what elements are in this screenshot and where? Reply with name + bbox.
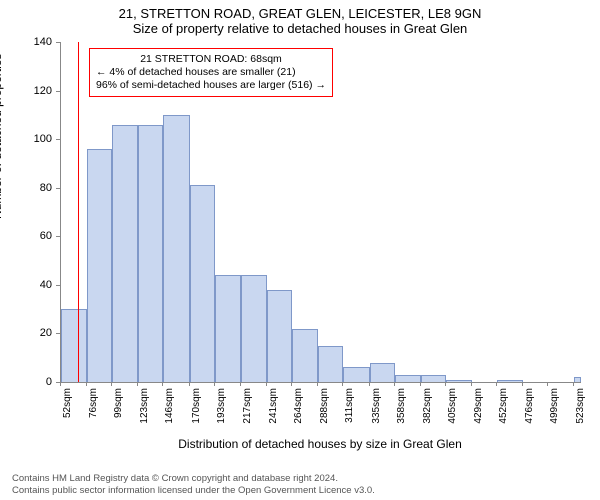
x-tick-label: 358sqm (396, 388, 407, 428)
x-tick-mark (394, 382, 395, 386)
y-axis-ticks: 020406080100120140 (0, 42, 60, 382)
footer-line-2: Contains public sector information licen… (12, 485, 588, 496)
histogram-bar (61, 309, 87, 382)
histogram-bar (292, 329, 318, 382)
x-tick-label: 499sqm (549, 388, 560, 428)
x-tick-label: 193sqm (216, 388, 227, 428)
histogram-bar (574, 377, 581, 382)
x-tick-mark (240, 382, 241, 386)
y-tick-label: 140 (2, 36, 52, 48)
plot-area: 21 STRETTON ROAD: 68sqm← 4% of detached … (60, 42, 581, 383)
x-tick-mark (573, 382, 574, 386)
x-axis-label: Distribution of detached houses by size … (60, 437, 580, 451)
x-tick-label: 405sqm (447, 388, 458, 428)
x-tick-mark (369, 382, 370, 386)
x-tick-mark (266, 382, 267, 386)
x-tick-mark (189, 382, 190, 386)
info-box-line: 21 STRETTON ROAD: 68sqm (96, 53, 326, 66)
x-tick-mark (342, 382, 343, 386)
reference-line (78, 42, 79, 382)
histogram-bar (163, 115, 189, 382)
x-tick-mark (60, 382, 61, 386)
x-tick-label: 146sqm (164, 388, 175, 428)
histogram-bar (421, 375, 446, 382)
footer-line-1: Contains HM Land Registry data © Crown c… (12, 473, 588, 484)
histogram-bar (267, 290, 292, 382)
y-tick-label: 80 (2, 182, 52, 194)
x-tick-mark (420, 382, 421, 386)
x-tick-mark (291, 382, 292, 386)
x-tick-label: 99sqm (113, 388, 124, 428)
x-tick-mark (111, 382, 112, 386)
y-tick-label: 120 (2, 85, 52, 97)
x-tick-mark (547, 382, 548, 386)
histogram-bar (138, 125, 163, 382)
y-tick-label: 0 (2, 376, 52, 388)
x-tick-label: 452sqm (498, 388, 509, 428)
x-tick-label: 52sqm (62, 388, 73, 428)
y-tick-label: 100 (2, 133, 52, 145)
page-title-subtitle: Size of property relative to detached ho… (0, 21, 600, 36)
y-tick-label: 20 (2, 327, 52, 339)
histogram-bar (370, 363, 395, 382)
x-tick-label: 76sqm (88, 388, 99, 428)
x-tick-label: 382sqm (422, 388, 433, 428)
x-tick-mark (445, 382, 446, 386)
histogram-bar (446, 380, 472, 382)
x-tick-label: 264sqm (293, 388, 304, 428)
x-tick-mark (162, 382, 163, 386)
info-box-line: 96% of semi-detached houses are larger (… (96, 79, 326, 92)
x-tick-label: 476sqm (524, 388, 535, 428)
x-tick-label: 311sqm (344, 388, 355, 428)
x-tick-mark (471, 382, 472, 386)
x-tick-label: 523sqm (575, 388, 586, 428)
footer-attribution: Contains HM Land Registry data © Crown c… (12, 473, 588, 496)
histogram-bar (87, 149, 112, 382)
histogram-bar (343, 367, 369, 382)
x-tick-label: 123sqm (139, 388, 150, 428)
histogram-bar (190, 185, 215, 382)
y-tick-label: 40 (2, 279, 52, 291)
histogram-bar (497, 380, 523, 382)
info-box-line: ← 4% of detached houses are smaller (21) (96, 66, 326, 79)
histogram-bar (241, 275, 267, 382)
x-tick-label: 217sqm (242, 388, 253, 428)
page-title-address: 21, STRETTON ROAD, GREAT GLEN, LEICESTER… (0, 6, 600, 21)
x-tick-mark (137, 382, 138, 386)
histogram-bar (395, 375, 421, 382)
x-tick-label: 170sqm (191, 388, 202, 428)
x-tick-label: 288sqm (319, 388, 330, 428)
x-tick-label: 241sqm (268, 388, 279, 428)
info-box: 21 STRETTON ROAD: 68sqm← 4% of detached … (89, 48, 333, 97)
x-tick-mark (496, 382, 497, 386)
x-tick-mark (214, 382, 215, 386)
x-tick-mark (317, 382, 318, 386)
histogram-bar (215, 275, 241, 382)
chart-container: Number of detached properties 0204060801… (0, 42, 600, 452)
x-tick-label: 429sqm (473, 388, 484, 428)
histogram-bar (112, 125, 138, 382)
y-tick-label: 60 (2, 230, 52, 242)
x-tick-label: 335sqm (371, 388, 382, 428)
histogram-bar (318, 346, 343, 382)
x-tick-mark (86, 382, 87, 386)
x-tick-mark (522, 382, 523, 386)
